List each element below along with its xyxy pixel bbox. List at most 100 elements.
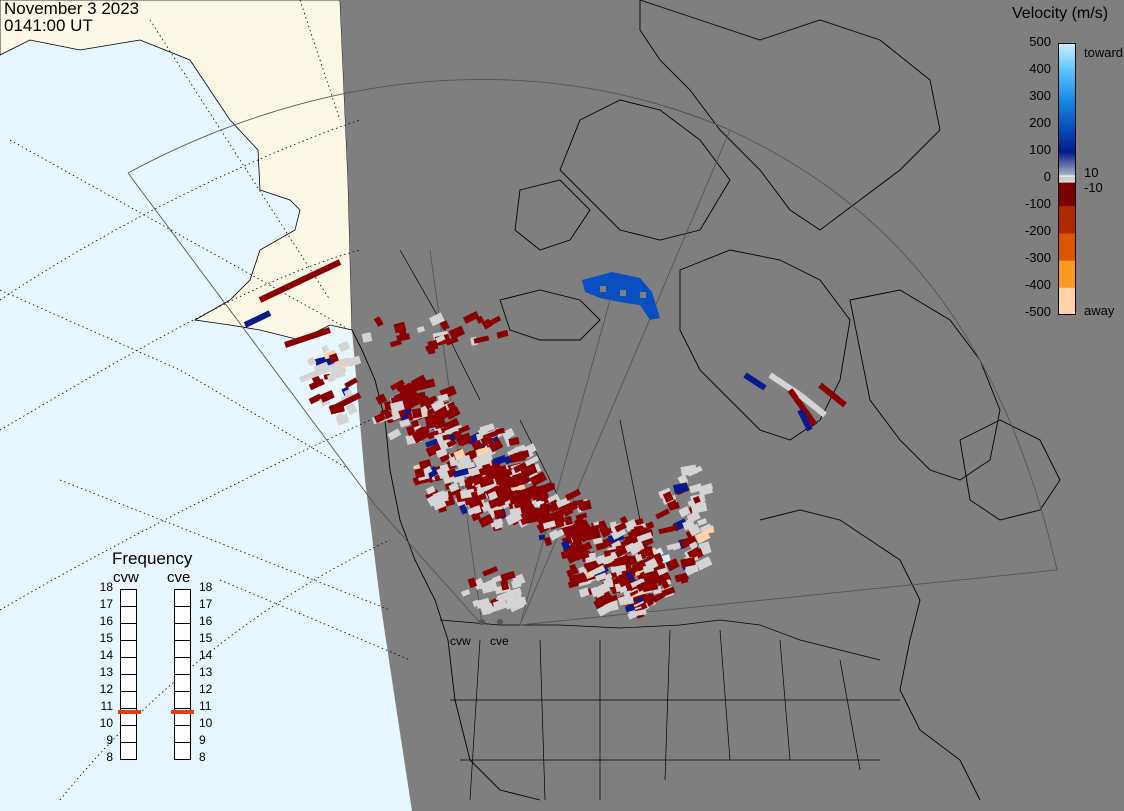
echo-streak bbox=[797, 408, 813, 432]
echo-cell bbox=[478, 580, 494, 590]
echo-cell bbox=[635, 553, 643, 562]
echo-cell bbox=[406, 425, 416, 437]
echo-cell bbox=[432, 490, 447, 501]
echo-cell bbox=[505, 512, 519, 526]
echo-streak bbox=[328, 392, 362, 413]
frequency-level-label-left: 9 bbox=[106, 733, 113, 747]
echo-cell bbox=[509, 494, 522, 505]
echo-cell bbox=[511, 579, 522, 589]
echo-cell bbox=[482, 566, 499, 577]
echo-cell bbox=[601, 555, 613, 565]
echo-cell bbox=[411, 393, 426, 404]
echo-cell bbox=[472, 505, 482, 514]
echo-cell bbox=[435, 447, 448, 459]
echo-cell bbox=[347, 355, 362, 367]
echo-cell bbox=[624, 604, 636, 613]
echo-cell bbox=[439, 320, 450, 331]
echo-cell bbox=[321, 344, 330, 353]
echo-cell bbox=[414, 429, 424, 438]
echo-cell bbox=[427, 339, 439, 351]
echo-cell bbox=[655, 508, 670, 520]
echo-cell bbox=[610, 564, 627, 574]
echo-cell bbox=[411, 407, 423, 419]
political-borders bbox=[399, 249, 900, 801]
echo-cell bbox=[603, 578, 614, 589]
graticule bbox=[0, 0, 411, 801]
echo-cell bbox=[496, 329, 509, 339]
frequency-level-label-right: 13 bbox=[199, 665, 213, 679]
echo-cell bbox=[416, 326, 425, 333]
echo-cell bbox=[658, 526, 674, 535]
echo-cell bbox=[319, 390, 335, 403]
echo-cell bbox=[697, 518, 708, 526]
echo-cell bbox=[487, 490, 498, 501]
frequency-gauge-cell bbox=[120, 742, 137, 760]
echo-cell bbox=[574, 517, 586, 528]
echo-cell bbox=[482, 430, 499, 441]
frequency-gauge-cell bbox=[174, 623, 191, 641]
echo-streak bbox=[243, 310, 272, 328]
echo-gap bbox=[600, 286, 606, 292]
colorbar-segment bbox=[1058, 151, 1076, 180]
echo-cell bbox=[500, 570, 516, 582]
echo-cell bbox=[503, 455, 512, 465]
echo-cell bbox=[694, 529, 711, 544]
echo-cell bbox=[508, 599, 525, 613]
colorbar-tick-label: -300 bbox=[1024, 250, 1051, 265]
frequency-gauge-cell bbox=[120, 606, 137, 624]
echo-cell bbox=[416, 380, 431, 391]
echo-cell bbox=[435, 334, 446, 343]
echo-cell bbox=[373, 412, 386, 424]
echo-cell bbox=[498, 476, 514, 485]
echo-cell bbox=[533, 506, 546, 515]
frequency-level-label-left: 17 bbox=[99, 597, 113, 611]
echo-cell bbox=[654, 571, 672, 586]
frequency-level-label-right: 15 bbox=[199, 631, 213, 645]
frequency-gauge-cell bbox=[120, 691, 137, 709]
frequency-title: Frequency bbox=[112, 549, 193, 568]
echo-cell bbox=[680, 464, 697, 477]
echo-cell bbox=[601, 603, 616, 614]
echo-cell bbox=[518, 490, 535, 504]
echo-cell bbox=[387, 428, 402, 441]
echo-cell bbox=[687, 523, 701, 537]
echo-cell bbox=[680, 534, 697, 549]
echo-cell bbox=[543, 536, 553, 547]
echo-cell bbox=[444, 425, 459, 436]
echo-cell bbox=[538, 534, 546, 541]
echo-cell bbox=[425, 443, 443, 458]
echo-cell bbox=[439, 463, 449, 471]
echo-cell bbox=[697, 482, 714, 494]
echo-cell bbox=[443, 417, 460, 431]
echo-cell bbox=[410, 374, 427, 388]
colorbar-tick-label: 500 bbox=[1029, 34, 1051, 49]
echo-cell bbox=[628, 543, 641, 556]
echo-cell bbox=[542, 495, 551, 504]
frequency-gauge-cell bbox=[174, 606, 191, 624]
echo-cell bbox=[564, 501, 579, 514]
echo-cell bbox=[622, 596, 634, 606]
frequency-level-label-right: 10 bbox=[199, 716, 213, 730]
site-marker-cvw bbox=[479, 619, 485, 625]
echo-cell bbox=[581, 526, 594, 535]
colorbar-tick-label: -200 bbox=[1024, 223, 1051, 238]
echo-cell bbox=[564, 529, 576, 540]
echo-cell bbox=[514, 444, 526, 453]
colorbar-segment bbox=[1058, 43, 1076, 71]
frequency-gauge-cell bbox=[120, 657, 137, 675]
echo-cell bbox=[585, 562, 600, 573]
echo-cell bbox=[570, 541, 583, 551]
echo-streak bbox=[743, 372, 767, 391]
echo-cell bbox=[475, 597, 491, 609]
echo-cell bbox=[579, 499, 592, 512]
echo-cell bbox=[618, 586, 628, 594]
echo-cell bbox=[448, 456, 458, 466]
echo-cell bbox=[495, 427, 505, 435]
echo-cell bbox=[432, 499, 447, 511]
frequency-gauge-cell bbox=[174, 657, 191, 675]
velocity-colorbar bbox=[1058, 43, 1076, 315]
echo-cell bbox=[478, 475, 495, 488]
echo-cell bbox=[467, 507, 476, 516]
frequency-level-label-right: 17 bbox=[199, 597, 213, 611]
echo-cell bbox=[308, 393, 323, 405]
